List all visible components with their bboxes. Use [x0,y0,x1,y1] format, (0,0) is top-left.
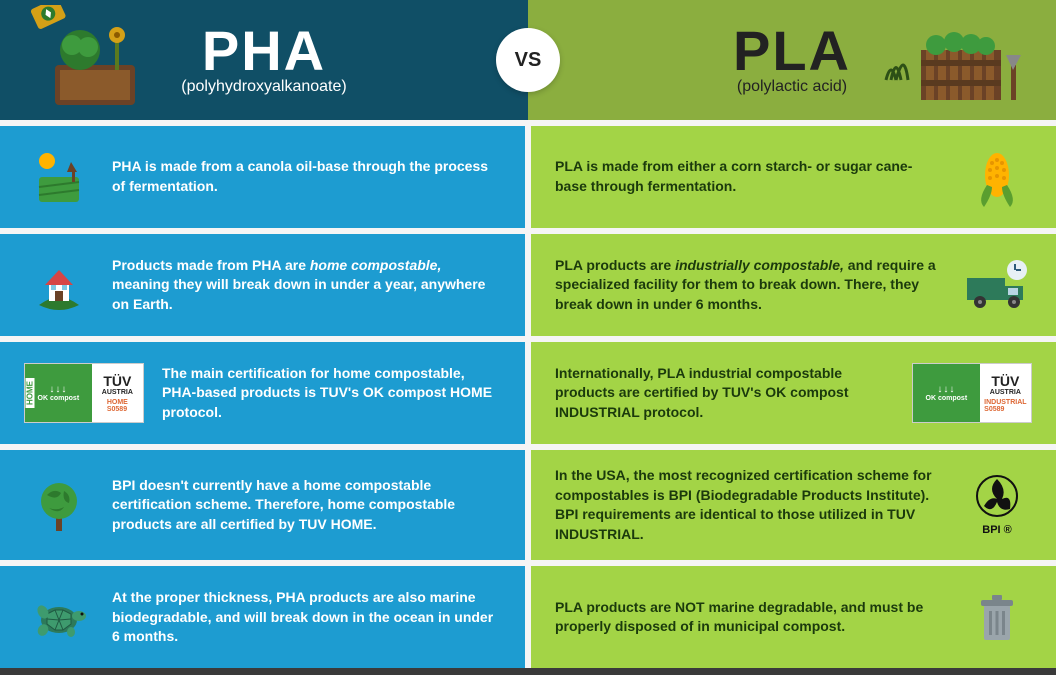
pla-cert-text: Internationally, PLA industrial composta… [555,364,894,423]
tuv-industrial-badge: OK compost TÜV AUSTRIA INDUSTRIALS0589 [912,363,1032,423]
cell-pha-marine: At the proper thickness, PHA products ar… [0,566,525,668]
header-left: PHA (polyhydroxyalkanoate) [0,0,528,120]
pla-subtitle: (polylactic acid) [733,78,851,96]
pla-title: PLA [733,24,851,77]
pla-marine-text: PLA products are NOT marine degradable, … [555,598,944,637]
pha-compost-text: Products made from PHA are home composta… [112,256,501,315]
header: PHA (polyhydroxyalkanoate) PLA (polylact… [0,0,1056,120]
row-1: PHA is made from a canola oil-base throu… [0,126,1056,228]
pla-bpi-text: In the USA, the most recognized certific… [555,466,944,544]
tuv-home-badge: HOME OK compost TÜV AUSTRIA HOMES0589 [24,363,144,423]
cell-pha-bpi: BPI doesn't currently have a home compos… [0,450,525,560]
vs-badge: VS [496,28,560,92]
pha-cert-text: The main certification for home composta… [162,364,501,423]
pha-marine-text: At the proper thickness, PHA products ar… [112,588,501,647]
bpi-label: BPI ® [982,524,1012,536]
pha-bpi-text: BPI doesn't currently have a home compos… [112,476,501,535]
cell-pla-marine: PLA products are NOT marine degradable, … [531,566,1056,668]
cell-pla-source: PLA is made from either a corn starch- o… [531,126,1056,228]
turtle-icon [24,582,94,652]
garden-planter-icon [20,5,160,120]
trash-icon [962,582,1032,652]
row-4: BPI doesn't currently have a home compos… [0,450,1056,560]
row-5: At the proper thickness, PHA products ar… [0,566,1056,668]
comparison-rows: PHA is made from a canola oil-base throu… [0,126,1056,668]
pla-title-block: PLA (polylactic acid) [733,24,851,95]
header-right: PLA (polylactic acid) [528,0,1056,120]
cell-pha-compost: Products made from PHA are home composta… [0,234,525,336]
pla-source-text: PLA is made from either a corn starch- o… [555,157,944,196]
cell-pha-source: PHA is made from a canola oil-base throu… [0,126,525,228]
cell-pla-cert: Internationally, PLA industrial composta… [531,342,1056,444]
cell-pla-bpi: In the USA, the most recognized certific… [531,450,1056,560]
cell-pla-compost: PLA products are industrially compostabl… [531,234,1056,336]
infographic: PHA (polyhydroxyalkanoate) PLA (polylact… [0,0,1056,668]
row-3: HOME OK compost TÜV AUSTRIA HOMES0589 Th… [0,342,1056,444]
corn-icon [962,142,1032,212]
globe-tree-icon [24,470,94,540]
bpi-icon: BPI ® [962,470,1032,540]
pha-title: PHA [181,24,346,77]
pha-title-block: PHA (polyhydroxyalkanoate) [181,24,346,95]
cell-pha-cert: HOME OK compost TÜV AUSTRIA HOMES0589 Th… [0,342,525,444]
pha-subtitle: (polyhydroxyalkanoate) [181,78,346,96]
field-icon [24,142,94,212]
house-icon [24,250,94,320]
truck-icon [962,250,1032,320]
row-2: Products made from PHA are home composta… [0,234,1056,336]
pha-source-text: PHA is made from a canola oil-base throu… [112,157,501,196]
harvest-crate-icon [876,10,1036,115]
pla-compost-text: PLA products are industrially compostabl… [555,256,944,315]
